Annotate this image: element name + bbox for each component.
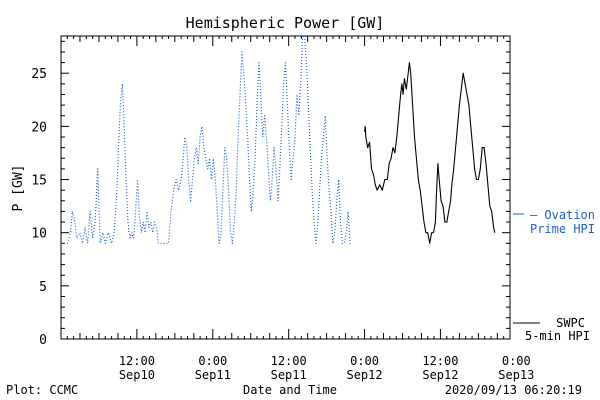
y-tick-label: 20: [31, 120, 47, 135]
x-tick-label-time: 0:00: [350, 354, 379, 368]
plot-frame: [60, 35, 511, 340]
chart-title: Hemispheric Power [GW]: [186, 14, 385, 32]
x-tick-label-time: 0:00: [198, 354, 227, 368]
x-tick-label-time: 12:00: [119, 354, 155, 368]
x-tick-label-date: Sep12: [346, 368, 382, 382]
x-tick-label-date: Sep12: [422, 368, 458, 382]
legend-swpc-label-line1: SWPC: [556, 316, 585, 330]
footer-timestamp: 2020/09/13 06:20:19: [445, 383, 582, 397]
legend-ovation-label-line2: Prime HPI: [530, 222, 595, 236]
y-axis-ticks: 0 5 10 15 20 25: [31, 40, 510, 348]
y-axis-label: P [GW]: [11, 165, 26, 212]
x-tick-label-time: 12:00: [271, 354, 307, 368]
y-tick-label: 15: [31, 174, 47, 189]
series-ovation-prime-line: [61, 35, 352, 244]
footer-plot-source: Plot: CCMC: [6, 383, 78, 397]
series-layer: [61, 35, 496, 244]
y-tick-label: 10: [31, 227, 47, 242]
x-tick-label-time: 12:00: [422, 354, 458, 368]
x-axis-label: Date and Time: [243, 383, 337, 397]
y-tick-label: 5: [39, 280, 47, 295]
x-tick-label-date: Sep11: [271, 368, 307, 382]
series-swpc-line: [363, 62, 496, 244]
x-tick-label-date: Sep11: [195, 368, 231, 382]
y-tick-label: 0: [39, 333, 47, 348]
x-tick-label-date: Sep13: [498, 368, 534, 382]
legend: — Ovation Prime HPI SWPC 5-min HPI: [513, 208, 595, 343]
legend-swpc-label-line2: 5-min HPI: [525, 329, 590, 343]
x-axis-ticks: 12:00Sep100:00Sep1112:00Sep110:00Sep1212…: [60, 36, 534, 382]
x-tick-label-date: Sep10: [119, 368, 155, 382]
legend-ovation-label-line1: — Ovation: [530, 208, 595, 222]
y-tick-label: 25: [31, 67, 47, 82]
x-tick-label-time: 0:00: [502, 354, 531, 368]
